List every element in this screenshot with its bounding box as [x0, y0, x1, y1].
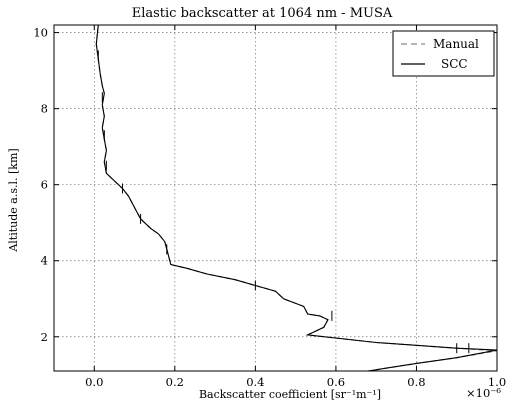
- y-tick-label: 8: [41, 102, 48, 116]
- chart-title: Elastic backscatter at 1064 nm - MUSA: [132, 6, 393, 21]
- y-tick-label: 2: [41, 330, 48, 344]
- grid: [54, 25, 497, 371]
- y-axis-ticks: 2 4 6 8 10: [33, 26, 497, 344]
- y-tick-label: 6: [41, 178, 48, 192]
- x-tick-label: 0.6: [327, 375, 345, 389]
- legend-label-manual: Manual: [433, 37, 479, 51]
- plot-series: [95, 24, 498, 372]
- error-bars: [97, 50, 470, 354]
- plot-frame: [53, 24, 498, 372]
- x-axis-multiplier: ×10⁻⁶: [466, 386, 501, 400]
- x-axis-ticks: 0.0 0.2 0.4 0.6 0.8 1.0: [85, 25, 506, 389]
- x-axis-label: Backscatter coefficient [sr⁻¹m⁻¹]: [199, 388, 381, 401]
- y-tick-label: 4: [41, 254, 48, 268]
- x-tick-label: 0.2: [166, 375, 184, 389]
- legend-label-scc: SCC: [441, 57, 468, 71]
- series-line-scc: [95, 24, 498, 372]
- series-line-manual: [95, 24, 498, 372]
- legend-box: [392, 30, 495, 77]
- x-tick-label: 1.0: [488, 375, 506, 389]
- x-tick-label: 0.8: [407, 375, 425, 389]
- x-tick-label: 0.0: [85, 375, 103, 389]
- x-tick-label: 0.4: [246, 375, 264, 389]
- legend: Manual SCC: [392, 30, 495, 77]
- y-tick-label: 10: [33, 26, 48, 40]
- y-axis-label: Altitude a.s.l. [km]: [7, 148, 20, 252]
